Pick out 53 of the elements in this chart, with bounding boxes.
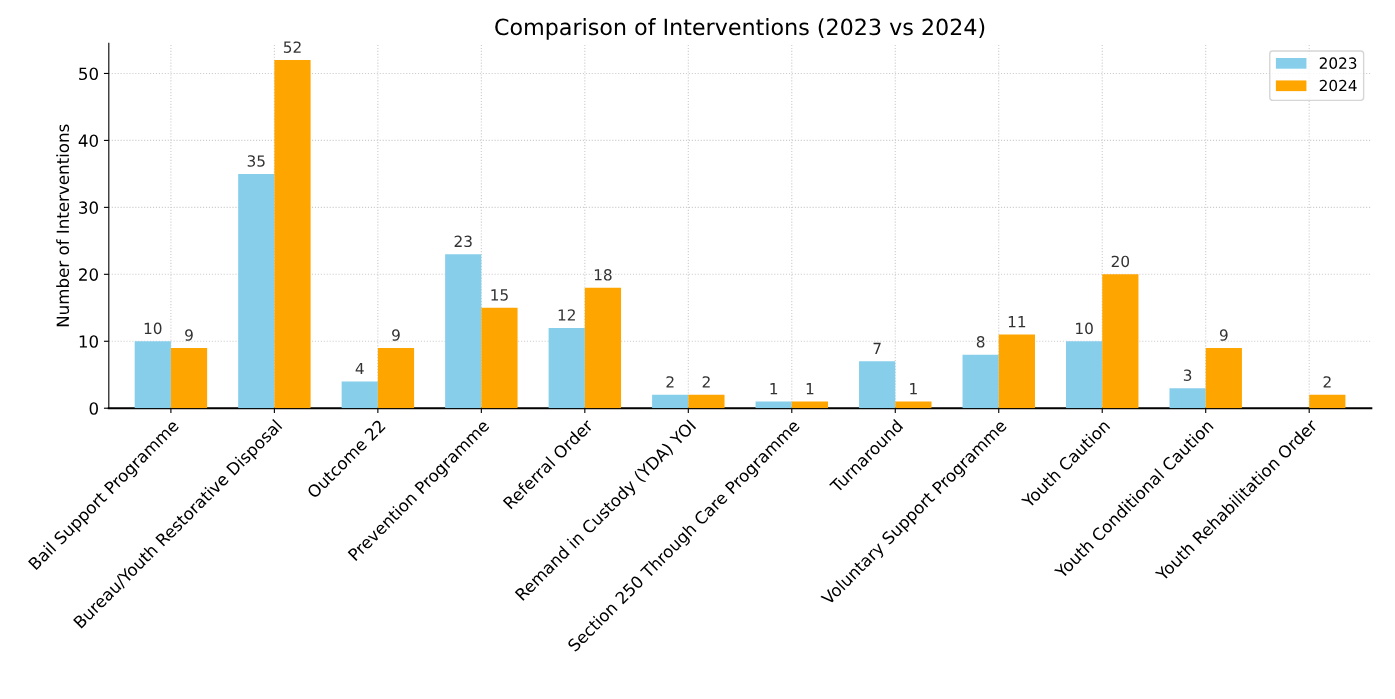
- data-label: 1: [910, 383, 917, 395]
- bar: [341, 381, 378, 409]
- y-tick-label: 50: [79, 67, 98, 81]
- bar: [170, 347, 208, 409]
- data-label: 23: [454, 235, 472, 248]
- bar: [962, 354, 999, 409]
- chart-title: Comparison of Interventions (2023 vs 2024): [495, 18, 985, 40]
- data-label: 2: [666, 376, 674, 388]
- data-label: 7: [873, 342, 881, 355]
- bar: [377, 347, 415, 409]
- bar: [1169, 388, 1206, 409]
- bar: [481, 307, 518, 409]
- data-label: 10: [144, 322, 162, 335]
- data-label: 12: [558, 309, 575, 321]
- bar: [1309, 394, 1346, 409]
- data-label: 20: [1111, 255, 1130, 268]
- legend-label: 2023: [1319, 57, 1357, 69]
- bar: [548, 327, 585, 409]
- data-label: 9: [185, 329, 193, 341]
- bar: [1066, 341, 1103, 409]
- legend-label: 2024: [1319, 79, 1357, 92]
- data-label: 1: [770, 383, 778, 395]
- data-label: 4: [355, 362, 364, 375]
- bar: [1102, 274, 1139, 409]
- y-tick-label: 40: [78, 134, 98, 147]
- data-label: 11: [1008, 316, 1026, 328]
- data-label: 9: [1219, 329, 1228, 341]
- bar: [652, 394, 689, 409]
- bar: [584, 287, 622, 409]
- data-label: 2: [1323, 376, 1331, 388]
- data-label: 35: [247, 155, 265, 167]
- bar: [274, 60, 311, 409]
- data-label: 15: [491, 289, 508, 301]
- y-tick-label: 0: [89, 402, 98, 415]
- y-tick-label: 10: [79, 335, 98, 348]
- data-label: 9: [392, 329, 400, 341]
- bar: [688, 394, 725, 409]
- bar: [998, 334, 1035, 409]
- bar: [1205, 347, 1242, 409]
- bar: [859, 361, 896, 409]
- y-tick-label: 30: [79, 201, 98, 214]
- data-label: 3: [1183, 369, 1192, 381]
- data-label: 18: [594, 269, 612, 281]
- y-tick-label: 20: [79, 268, 98, 281]
- y-axis-title: Number of Interventions: [56, 124, 70, 327]
- data-label: 52: [283, 41, 301, 53]
- data-label: 1: [806, 383, 814, 395]
- data-label: 10: [1076, 322, 1093, 335]
- bar: [134, 341, 171, 409]
- data-label: 8: [976, 335, 985, 348]
- data-label: 2: [702, 376, 710, 388]
- bar: [445, 254, 482, 409]
- bar: [238, 173, 275, 409]
